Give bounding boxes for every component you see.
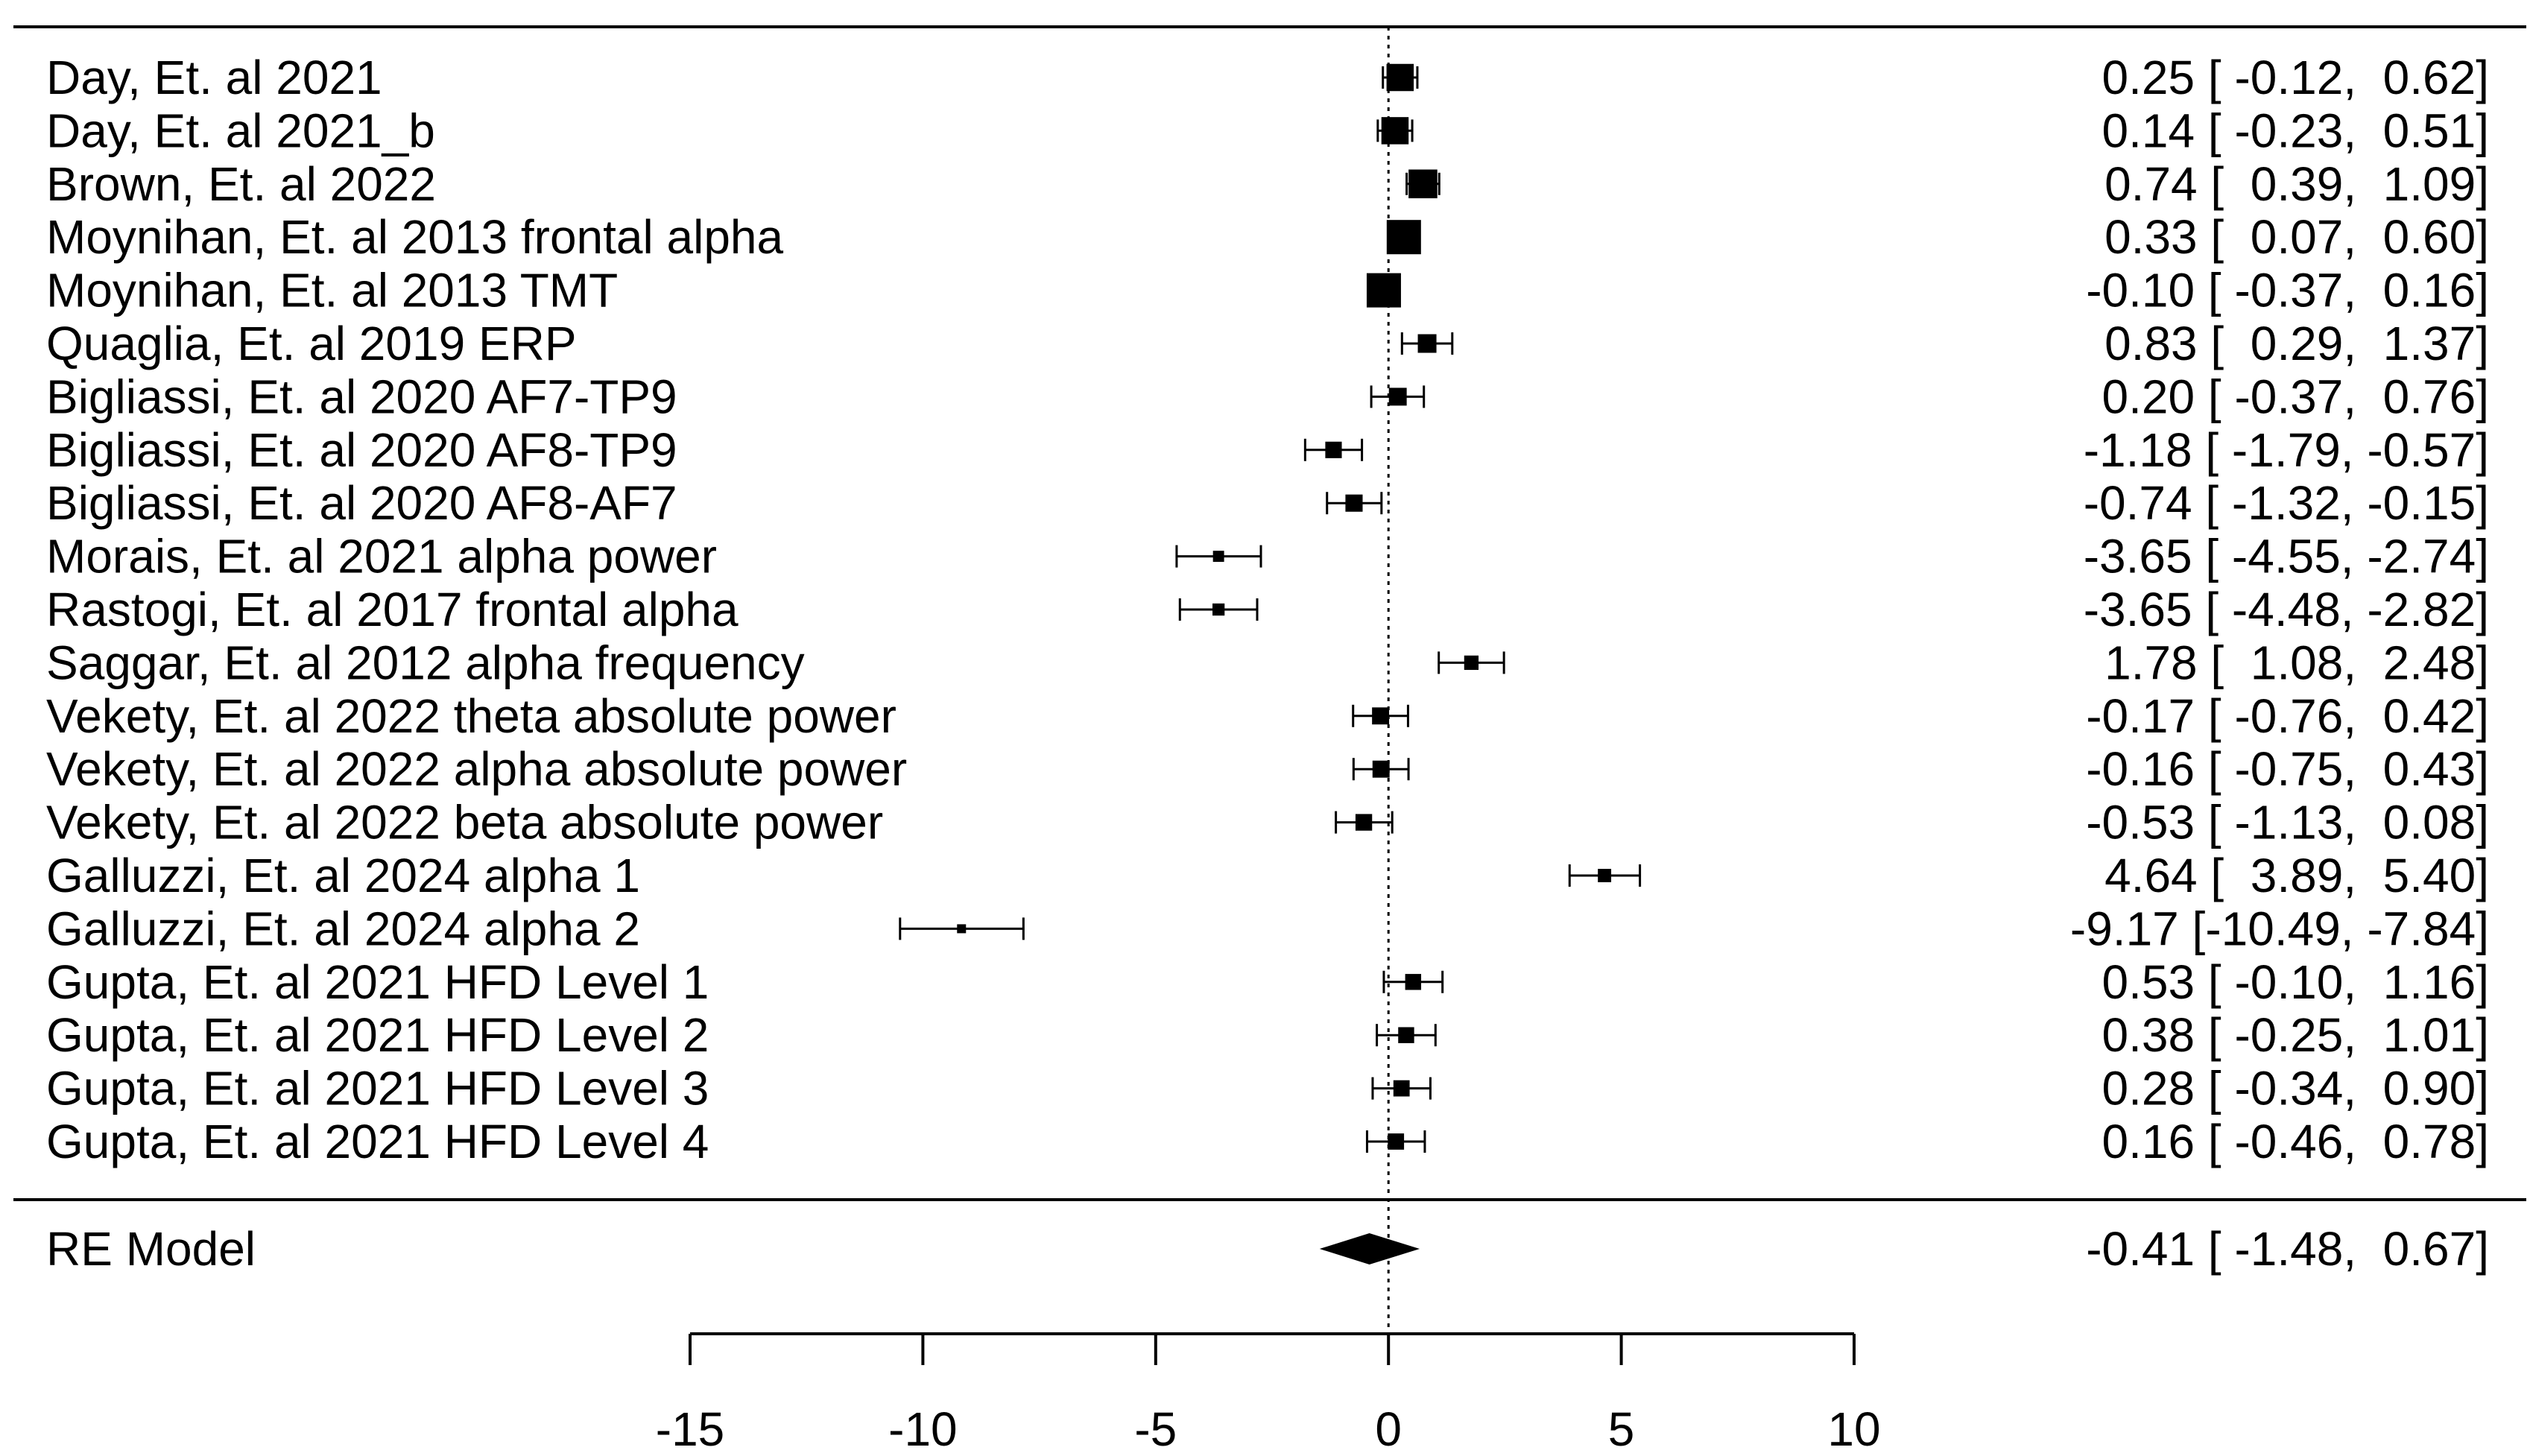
point-estimate	[1388, 1133, 1405, 1150]
point-estimate	[1381, 117, 1409, 145]
study-row: Rastogi, Et. al 2017 frontal alpha -3.65 …	[46, 583, 2489, 636]
study-label: Galluzzi, Et. al 2024 alpha 1	[46, 849, 640, 902]
estimate-ci-text: -0.74 [ -1.32, -0.15]	[2084, 476, 2489, 530]
study-row: Galluzzi, Et. al 2024 alpha 2 -9.17 [-10.…	[46, 902, 2489, 955]
estimate-ci-text: 4.64 [ 3.89, 5.40]	[2104, 849, 2489, 902]
estimate-ci-text: 0.20 [ -0.37, 0.76]	[2102, 370, 2489, 423]
point-estimate	[1325, 441, 1342, 458]
point-estimate	[1417, 334, 1437, 353]
study-label: Quaglia, Et. al 2019 ERP	[46, 317, 577, 370]
study-row: Moynihan, Et. al 2013 TMT -0.10 [ -0.37, …	[46, 264, 2489, 317]
study-label: Moynihan, Et. al 2013 frontal alpha	[46, 210, 784, 264]
study-row: Day, Et. al 2021_b 0.14 [ -0.23, 0.51]	[46, 104, 2489, 157]
study-row: Gupta, Et. al 2021 HFD Level 2 0.38 [ -0.…	[46, 1008, 2489, 1062]
study-row: Saggar, Et. al 2012 alpha frequency 1.78 …	[46, 636, 2489, 689]
estimate-ci-text: 0.83 [ 0.29, 1.37]	[2104, 317, 2489, 370]
x-axis: -15 -10 -5 0 5 10	[656, 1332, 1881, 1456]
study-row: Gupta, Et. al 2021 HFD Level 1 0.53 [ -0.…	[46, 955, 2489, 1009]
study-row: Day, Et. al 2021 0.25 [ -0.12, 0.62]	[46, 51, 2489, 104]
study-row: Gupta, Et. al 2021 HFD Level 3 0.28 [ -0.…	[46, 1062, 2489, 1115]
estimate-ci-text: -1.18 [ -1.79, -0.57]	[2084, 423, 2489, 477]
estimate-ci-text: -0.17 [ -0.76, 0.42]	[2086, 689, 2489, 743]
point-estimate	[1405, 974, 1422, 990]
estimate-ci-text: -3.65 [ -4.48, -2.82]	[2084, 583, 2489, 636]
study-label: Gupta, Et. al 2021 HFD Level 1	[46, 955, 709, 1009]
point-estimate	[957, 924, 967, 934]
study-row: Bigliassi, Et. al 2020 AF8-AF7 -0.74 [ -1…	[46, 476, 2489, 530]
study-row: Bigliassi, Et. al 2020 AF7-TP9 0.20 [ -0.…	[46, 370, 2489, 423]
estimate-ci-text: 1.78 [ 1.08, 2.48]	[2104, 636, 2489, 689]
summary-row: RE Model -0.41 [ -1.48, 0.67]	[46, 1222, 2489, 1276]
estimate-ci-text: 0.74 [ 0.39, 1.09]	[2104, 157, 2489, 211]
point-estimate	[1212, 551, 1224, 563]
point-estimate	[1372, 707, 1390, 725]
point-estimate	[1386, 220, 1421, 255]
study-row: Bigliassi, Et. al 2020 AF8-TP9 -1.18 [ -1…	[46, 423, 2489, 477]
study-row: Vekety, Et. al 2022 alpha absolute power…	[46, 742, 2489, 796]
study-label: Saggar, Et. al 2012 alpha frequency	[46, 636, 805, 689]
study-label: Vekety, Et. al 2022 theta absolute power	[46, 689, 896, 743]
point-estimate	[1372, 760, 1390, 778]
estimate-ci-text: 0.16 [ -0.46, 0.78]	[2102, 1115, 2489, 1168]
x-tick-label: 10	[1827, 1402, 1880, 1456]
study-row: Moynihan, Et. al 2013 frontal alpha 0.33 …	[46, 210, 2489, 264]
x-tick-label: -5	[1134, 1402, 1177, 1456]
point-estimate	[1464, 655, 1479, 671]
study-row: Vekety, Et. al 2022 theta absolute power…	[46, 689, 2489, 743]
point-estimate	[1398, 1027, 1414, 1043]
study-label: Bigliassi, Et. al 2020 AF7-TP9	[46, 370, 677, 423]
study-label: Bigliassi, Et. al 2020 AF8-TP9	[46, 423, 677, 477]
point-estimate	[1388, 387, 1407, 406]
point-estimate	[1408, 169, 1438, 199]
study-row: Morais, Et. al 2021 alpha power -3.65 [ -…	[46, 530, 2489, 583]
estimate-ci-text: 0.38 [ -0.25, 1.01]	[2102, 1008, 2489, 1062]
point-estimate	[1212, 603, 1225, 616]
estimate-ci-text: -0.53 [ -1.13, 0.08]	[2086, 796, 2489, 849]
point-estimate	[1598, 869, 1612, 882]
study-label: Moynihan, Et. al 2013 TMT	[46, 264, 618, 317]
study-row: Brown, Et. al 2022 0.74 [ 0.39, 1.09]	[46, 157, 2489, 211]
summary-estimate-text: -0.41 [ -1.48, 0.67]	[2086, 1222, 2489, 1276]
point-estimate	[1366, 273, 1401, 308]
study-label: Gupta, Et. al 2021 HFD Level 4	[46, 1115, 709, 1168]
point-estimate	[1355, 814, 1373, 831]
study-label: Gupta, Et. al 2021 HFD Level 2	[46, 1008, 709, 1062]
study-label: Morais, Et. al 2021 alpha power	[46, 530, 717, 583]
study-label: Rastogi, Et. al 2017 frontal alpha	[46, 583, 739, 636]
estimate-ci-text: -0.10 [ -0.37, 0.16]	[2086, 264, 2489, 317]
study-label: Gupta, Et. al 2021 HFD Level 3	[46, 1062, 709, 1115]
estimate-ci-text: 0.33 [ 0.07, 0.60]	[2104, 210, 2489, 264]
estimate-ci-text: 0.25 [ -0.12, 0.62]	[2102, 51, 2489, 104]
study-rows: Day, Et. al 2021 0.25 [ -0.12, 0.62]Day, …	[46, 51, 2489, 1168]
summary-label: RE Model	[46, 1222, 256, 1276]
x-tick-label: 5	[1608, 1402, 1635, 1456]
study-label: Bigliassi, Et. al 2020 AF8-AF7	[46, 476, 677, 530]
x-tick-label: -10	[888, 1402, 958, 1456]
point-estimate	[1386, 63, 1414, 92]
estimate-ci-text: 0.28 [ -0.34, 0.90]	[2102, 1062, 2489, 1115]
summary-diamond	[1319, 1233, 1420, 1264]
study-label: Galluzzi, Et. al 2024 alpha 2	[46, 902, 640, 955]
study-row: Galluzzi, Et. al 2024 alpha 1 4.64 [ 3.89…	[46, 849, 2489, 902]
estimate-ci-text: -0.16 [ -0.75, 0.43]	[2086, 742, 2489, 796]
study-label: Day, Et. al 2021_b	[46, 104, 435, 157]
estimate-ci-text: 0.14 [ -0.23, 0.51]	[2102, 104, 2489, 157]
study-label: Day, Et. al 2021	[46, 51, 382, 104]
estimate-ci-text: -9.17 [-10.49, -7.84]	[2070, 902, 2489, 955]
study-label: Vekety, Et. al 2022 beta absolute power	[46, 796, 883, 849]
point-estimate	[1345, 494, 1363, 512]
estimate-ci-text: 0.53 [ -0.10, 1.16]	[2102, 955, 2489, 1009]
study-row: Gupta, Et. al 2021 HFD Level 4 0.16 [ -0.…	[46, 1115, 2489, 1168]
estimate-ci-text: -3.65 [ -4.55, -2.74]	[2084, 530, 2489, 583]
study-row: Vekety, Et. al 2022 beta absolute power -…	[46, 796, 2489, 849]
point-estimate	[1393, 1080, 1410, 1097]
study-row: Quaglia, Et. al 2019 ERP 0.83 [ 0.29, 1.3…	[46, 317, 2489, 370]
study-label: Brown, Et. al 2022	[46, 157, 436, 211]
x-tick-label: 0	[1375, 1402, 1402, 1456]
study-label: Vekety, Et. al 2022 alpha absolute power	[46, 742, 907, 796]
x-tick-label: -15	[656, 1402, 725, 1456]
